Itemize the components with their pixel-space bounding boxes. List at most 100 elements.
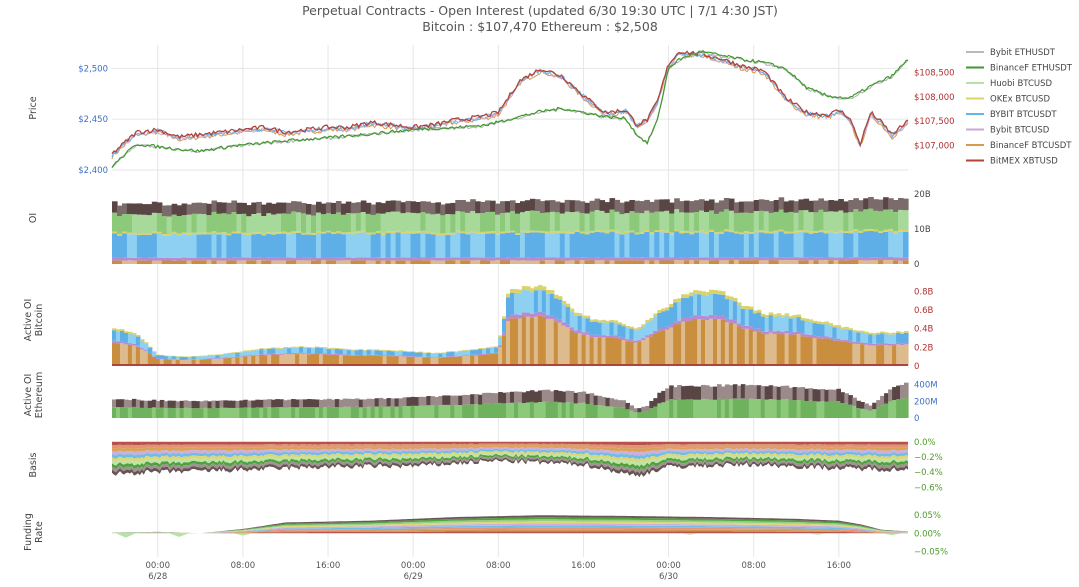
legend-item: BYBIT BTCUSDT: [990, 110, 1057, 120]
oi-bar-segment: [539, 257, 546, 261]
active-oi-btc-bar: [533, 316, 539, 366]
oi-bar-segment: [520, 212, 526, 231]
oi-bar-segment: [375, 213, 382, 232]
oi-bar-segment: [873, 210, 879, 230]
active-oi-btc-bar: [689, 292, 694, 297]
oi-bar-segment: [365, 257, 372, 261]
active-oi-btc-bar: [661, 330, 666, 366]
active-oi-btc-bar: [319, 347, 324, 349]
active-oi-eth-bar: [856, 408, 861, 418]
oi-bar-segment: [256, 213, 262, 233]
oi-bar-segment: [599, 200, 606, 211]
x-tick-date: 6/29: [404, 572, 423, 582]
active-oi-btc-bar: [462, 356, 467, 366]
oi-bar-segment: [276, 233, 282, 258]
active-oi-btc-bar: [195, 356, 201, 360]
oi-bar-segment: [485, 260, 491, 264]
active-oi-btc-bar: [450, 351, 455, 352]
active-oi-eth-bar: [211, 400, 217, 408]
oi-bar-segment: [360, 230, 367, 233]
active-oi-eth-bar: [163, 408, 169, 418]
oi-bar-segment: [480, 213, 486, 232]
oi-bar-segment: [505, 212, 511, 231]
active-oi-eth-bar: [892, 387, 897, 401]
funding-dip: [807, 533, 828, 535]
active-oi-btc-bar: [211, 358, 217, 360]
active-oi-btc-bar: [287, 353, 292, 355]
active-oi-btc-bar: [374, 349, 380, 351]
active-oi-btc-bar: [131, 345, 137, 366]
oi-bar-segment: [375, 202, 382, 214]
active-oi-eth-bar: [478, 404, 483, 418]
oi-bar-segment: [400, 202, 407, 214]
oi-bar-segment: [470, 199, 476, 211]
active-oi-btc-bar: [625, 339, 630, 342]
oi-bar-segment: [823, 211, 829, 232]
oi-bar-segment: [131, 214, 138, 233]
oi-bar-segment: [723, 260, 730, 264]
active-oi-btc-bar: [283, 347, 288, 348]
active-oi-btc-bar: [438, 357, 443, 366]
active-oi-eth-bar: [824, 401, 829, 418]
oi-bar-segment: [171, 257, 178, 261]
oi-bar-segment: [659, 257, 665, 261]
oi-bar-segment: [624, 233, 630, 258]
active-oi-btc-bar: [561, 300, 567, 305]
active-oi-btc-bar: [398, 351, 404, 356]
chart-panels: Price$2,500$2,450$2,400$108,500$108,000$…: [23, 45, 955, 557]
oi-bar-segment: [704, 232, 710, 235]
oi-bar-segment: [261, 257, 267, 261]
active-oi-eth-bar: [852, 397, 857, 407]
active-oi-btc-bar: [724, 322, 730, 366]
active-oi-btc-bar: [410, 356, 416, 357]
active-oi-eth-bar: [167, 400, 173, 408]
oi-bar-segment: [574, 211, 581, 231]
oi-bar-segment: [455, 230, 461, 233]
active-oi-btc-bar: [740, 325, 746, 329]
oi-bar-segment: [325, 257, 332, 261]
oi-bar-segment: [500, 213, 506, 232]
active-oi-btc-bar: [713, 290, 718, 294]
oi-bar-segment: [271, 214, 277, 233]
funding-band: [112, 521, 908, 534]
oi-bar-segment: [579, 231, 586, 234]
oi-bar-segment: [853, 229, 859, 231]
basis-band: [112, 452, 908, 467]
active-oi-eth-bar: [227, 400, 232, 408]
active-oi-btc-bar: [518, 289, 523, 294]
oi-bar-segment: [316, 257, 322, 261]
oi-bar-segment: [793, 260, 800, 264]
oi-bar-segment: [196, 260, 203, 264]
active-oi-eth-bar: [709, 399, 714, 418]
oi-bar-segment: [833, 211, 839, 233]
oi-bar-segment: [838, 199, 844, 211]
oi-bar-segment: [122, 233, 128, 258]
oi-bar-segment: [823, 200, 829, 212]
oi-bar-segment: [266, 202, 272, 214]
active-oi-btc-bar: [374, 354, 380, 356]
active-oi-btc-bar: [155, 358, 161, 359]
active-oi-btc-bar: [629, 341, 634, 366]
active-oi-btc-bar: [525, 316, 531, 366]
active-oi-btc-bar: [784, 313, 790, 316]
active-oi-btc-bar: [872, 334, 877, 344]
active-oi-btc-bar: [585, 318, 591, 333]
oi-bar-segment: [863, 257, 869, 261]
active-oi-btc-bar: [255, 355, 260, 366]
active-oi-btc-bar: [219, 354, 225, 355]
active-oi-btc-bar: [788, 316, 794, 319]
active-oi-eth-bar: [358, 407, 364, 418]
active-oi-eth-bar: [263, 407, 268, 418]
oi-bar-segment: [405, 231, 412, 233]
active-oi-btc-bar: [402, 350, 408, 352]
active-oi-btc-bar: [219, 354, 225, 359]
active-oi-btc-bar: [764, 331, 770, 335]
oi-bar-segment: [365, 202, 372, 214]
oi-bar-segment: [490, 211, 496, 232]
active-oi-eth-bar: [613, 399, 619, 408]
active-oi-eth-bar: [490, 403, 495, 418]
oi-bar-segment: [281, 213, 287, 232]
active-oi-btc-bar: [720, 294, 726, 316]
funding-dip: [232, 533, 253, 536]
